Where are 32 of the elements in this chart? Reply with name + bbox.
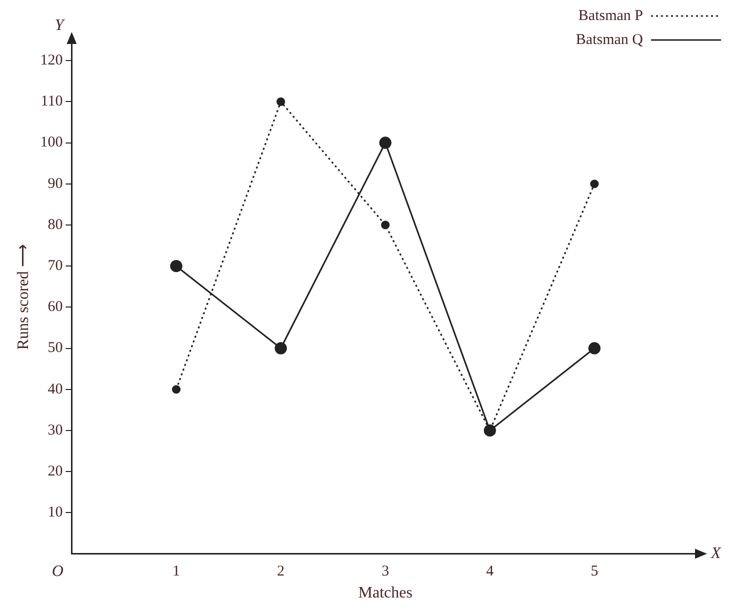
text: Y (54, 17, 66, 34)
y-tick-label: 110 (40, 94, 63, 110)
legend-label: Batsman Q (576, 32, 644, 48)
y-tick-label: 70 (48, 258, 63, 274)
x-tick-label: 1 (172, 564, 180, 580)
point (381, 220, 390, 230)
x-tick-label: 5 (590, 564, 598, 580)
y-axis-title: Runs scored ⟶ (14, 244, 32, 350)
y-tick-label: 80 (48, 216, 63, 233)
y-tick-label: 50 (48, 340, 63, 356)
point (274, 342, 287, 354)
y-tick-label: 20 (48, 464, 63, 480)
y-tick-label: 100 (40, 134, 63, 151)
point (590, 180, 599, 188)
point (379, 136, 392, 149)
legend-label: Batsman P (578, 8, 644, 24)
point (588, 342, 601, 354)
text: X (710, 545, 722, 562)
y-tick-label: 60 (48, 299, 63, 316)
y-tick-label: 120 (40, 52, 63, 68)
point (276, 97, 286, 106)
point (172, 385, 181, 394)
y-tick-label: 30 (48, 422, 63, 438)
x-axis-title: Matches (358, 584, 412, 602)
text: O (52, 563, 64, 580)
point (170, 260, 182, 272)
y-tick-label: 90 (48, 176, 63, 192)
x-tick-label: 3 (382, 564, 390, 580)
y-tick-label: 40 (48, 381, 63, 398)
x-tick-label: 2 (277, 564, 285, 580)
x-tick-label: 4 (486, 564, 494, 580)
y-tick-label: 10 (48, 504, 63, 521)
